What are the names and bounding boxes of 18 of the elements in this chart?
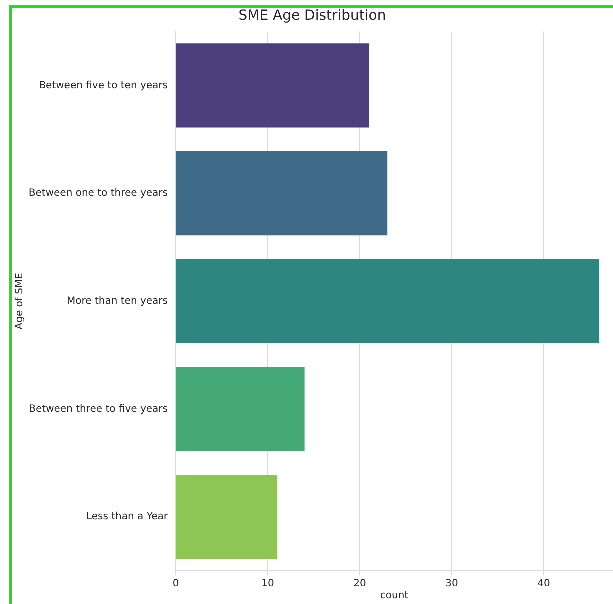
bar	[176, 152, 388, 236]
y-tick-label: More than ten years	[67, 296, 168, 307]
x-tick-label: 0	[172, 578, 180, 590]
bar	[176, 259, 600, 344]
bar	[176, 475, 278, 560]
chart-title: SME Age Distribution	[238, 8, 386, 24]
x-tick-label: 20	[354, 578, 366, 590]
y-tick-label: Less than a Year	[86, 512, 169, 523]
x-tick-label: 40	[538, 578, 550, 590]
y-tick-label: Between five to ten years	[39, 80, 168, 92]
y-tick-label: Between one to three years	[28, 188, 168, 200]
y-tick-label: Between three to five years	[29, 404, 168, 415]
x-axis-title: count	[380, 590, 409, 602]
x-tick-label: 30	[446, 578, 458, 590]
y-axis-title: Age of SME	[14, 273, 26, 330]
bar	[176, 367, 305, 452]
bar	[176, 44, 370, 128]
x-tick-label: 10	[262, 578, 274, 590]
